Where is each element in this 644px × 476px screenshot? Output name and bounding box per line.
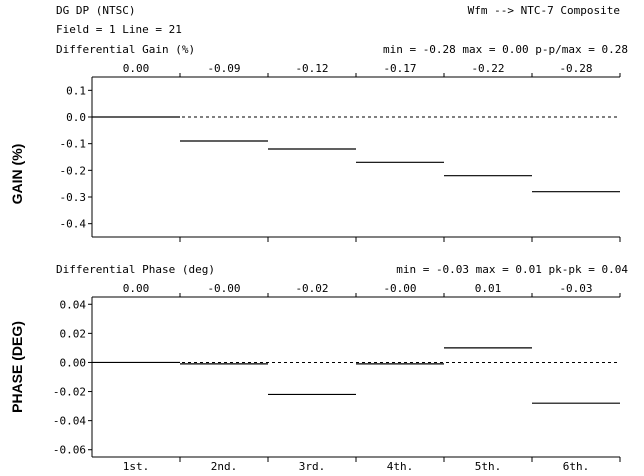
- phase-value-label: -0.03: [559, 282, 592, 295]
- gain-y-tick-label: -0.3: [60, 191, 87, 204]
- gain-value-label: -0.09: [207, 62, 240, 75]
- phase-category-label: 6th.: [563, 460, 590, 473]
- waveform-source: Wfm --> NTC-7 Composite: [468, 4, 620, 17]
- gain-panel: Differential Gain (%) min = -0.28 max = …: [9, 43, 628, 242]
- phase-axis-label: PHASE (DEG): [9, 321, 25, 413]
- gain-value-label: 0.00: [123, 62, 150, 75]
- gain-value-label: -0.22: [471, 62, 504, 75]
- phase-y-tick-label: -0.04: [53, 415, 86, 428]
- display-title: DG DP (NTSC): [56, 4, 135, 17]
- phase-y-tick-label: 0.00: [60, 356, 87, 369]
- phase-value-label: 0.00: [123, 282, 150, 295]
- phase-value-label: -0.02: [295, 282, 328, 295]
- field-line-readout: Field = 1 Line = 21: [56, 23, 182, 36]
- gain-y-tick-label: -0.1: [60, 138, 87, 151]
- gain-y-tick-label: 0.0: [66, 111, 86, 124]
- phase-value-label: 0.01: [475, 282, 502, 295]
- phase-value-label: -0.00: [207, 282, 240, 295]
- phase-category-label: 3rd.: [299, 460, 326, 473]
- gain-stats: min = -0.28 max = 0.00 p-p/max = 0.28: [383, 43, 628, 56]
- gain-value-label: -0.17: [383, 62, 416, 75]
- phase-panel: Differential Phase (deg) min = -0.03 max…: [9, 263, 628, 473]
- gain-title: Differential Gain (%): [56, 43, 195, 56]
- phase-category-label: 1st.: [123, 460, 150, 473]
- gain-y-tick-label: -0.2: [60, 164, 87, 177]
- phase-title: Differential Phase (deg): [56, 263, 215, 276]
- phase-y-tick-label: 0.02: [60, 327, 87, 340]
- phase-category-label: 5th.: [475, 460, 502, 473]
- gain-y-tick-label: 0.1: [66, 84, 86, 97]
- phase-stats: min = -0.03 max = 0.01 pk-pk = 0.04: [396, 263, 628, 276]
- gain-axis-label: GAIN (%): [9, 144, 25, 205]
- phase-y-tick-label: -0.06: [53, 444, 86, 457]
- gain-value-label: -0.12: [295, 62, 328, 75]
- gain-y-tick-label: -0.4: [60, 218, 87, 231]
- phase-category-label: 2nd.: [211, 460, 238, 473]
- phase-y-tick-label: 0.04: [60, 298, 87, 311]
- phase-y-tick-label: -0.02: [53, 386, 86, 399]
- phase-category-label: 4th.: [387, 460, 414, 473]
- gain-value-label: -0.28: [559, 62, 592, 75]
- phase-value-label: -0.00: [383, 282, 416, 295]
